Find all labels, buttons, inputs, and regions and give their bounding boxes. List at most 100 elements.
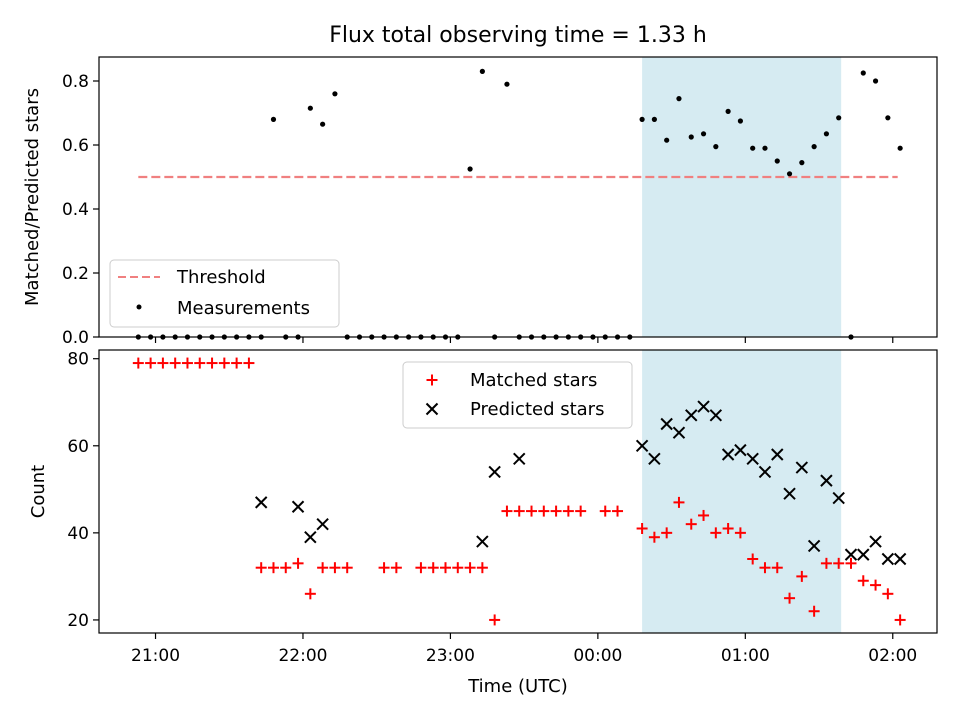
matched-point bbox=[747, 553, 759, 565]
top-y-axis-label: Matched/Predicted stars bbox=[22, 88, 43, 306]
matched-point bbox=[415, 562, 427, 574]
y-tick-label: 20 bbox=[67, 611, 89, 631]
matched-point bbox=[194, 357, 206, 369]
matched-point bbox=[255, 562, 267, 574]
measurement-point bbox=[725, 108, 731, 114]
predicted-point bbox=[660, 417, 673, 431]
matched-point bbox=[157, 357, 169, 369]
matched-point bbox=[526, 505, 538, 517]
matched-point bbox=[845, 557, 857, 569]
matched-point bbox=[476, 562, 488, 574]
predicted-point bbox=[746, 452, 759, 466]
predicted-point bbox=[857, 548, 870, 561]
predicted-point bbox=[807, 539, 821, 553]
predicted-point bbox=[721, 448, 735, 461]
measurement-point bbox=[823, 131, 830, 137]
predicted-point bbox=[844, 548, 858, 561]
predicted-point bbox=[881, 552, 895, 566]
measurement-point bbox=[750, 145, 756, 151]
legend-predicted-swatch bbox=[425, 402, 439, 416]
measurement-point bbox=[700, 131, 707, 137]
measurement-point bbox=[872, 78, 879, 84]
matched-point bbox=[894, 614, 906, 626]
y-tick-label: 80 bbox=[67, 350, 89, 370]
matched-point bbox=[317, 562, 329, 574]
predicted-point bbox=[771, 448, 784, 461]
x-tick-label: 22:00 bbox=[278, 646, 327, 666]
matched-point bbox=[808, 605, 820, 617]
predicted-point bbox=[685, 409, 698, 422]
predicted-point bbox=[254, 496, 268, 509]
measurement-point bbox=[897, 145, 903, 151]
matched-point bbox=[734, 527, 746, 539]
measurement-point bbox=[762, 145, 768, 151]
measurement-point bbox=[639, 116, 645, 122]
predicted-point bbox=[304, 531, 317, 544]
measurement-point bbox=[676, 96, 682, 102]
predicted-point bbox=[476, 535, 489, 548]
measurement-point bbox=[786, 171, 793, 177]
legend-measurements-swatch bbox=[136, 304, 142, 310]
matched-point bbox=[612, 505, 624, 517]
legend-threshold-label: Threshold bbox=[176, 267, 266, 288]
legend-cross-marker bbox=[425, 402, 439, 416]
y-tick-label: 0.6 bbox=[62, 136, 89, 156]
predicted-point bbox=[513, 452, 526, 466]
matched-point bbox=[538, 505, 550, 517]
predicted-point bbox=[316, 517, 329, 531]
matched-point bbox=[661, 527, 673, 539]
top-panel: 0.00.20.40.60.8 Matched/Predicted stars … bbox=[22, 56, 938, 348]
top-axes-frame bbox=[98, 56, 938, 338]
predicted-point bbox=[635, 439, 649, 452]
matched-point bbox=[145, 357, 157, 369]
measurement-point bbox=[713, 144, 719, 150]
predicted-point bbox=[488, 465, 501, 479]
predicted-point bbox=[795, 461, 809, 474]
matched-point bbox=[292, 557, 304, 569]
matched-point bbox=[378, 562, 390, 574]
bottom-panel: 21:00 22:00 23:00 00:00 01:00 02:00 20406080 … bbox=[28, 349, 938, 697]
matched-point bbox=[710, 527, 722, 539]
matched-point bbox=[599, 505, 611, 517]
bottom-axes-frame bbox=[98, 349, 938, 634]
measurement-point bbox=[270, 116, 277, 122]
y-tick-label: 40 bbox=[67, 524, 89, 544]
y-tick-label: 60 bbox=[67, 437, 89, 457]
matched-point bbox=[513, 505, 525, 517]
matched-point bbox=[857, 575, 869, 587]
matched-point bbox=[796, 570, 808, 582]
x-tick-label: 02:00 bbox=[868, 646, 917, 666]
matched-point bbox=[329, 562, 341, 574]
measurement-point bbox=[885, 115, 891, 121]
matched-point bbox=[501, 505, 513, 517]
measurement-point bbox=[504, 81, 510, 87]
bottom-y-axis-label: Count bbox=[28, 465, 49, 518]
matched-point bbox=[648, 531, 660, 543]
bottom-shaded-region bbox=[642, 350, 842, 633]
legend-measurements-label: Measurements bbox=[177, 298, 310, 319]
matched-point bbox=[390, 562, 402, 574]
matched-point bbox=[440, 562, 452, 574]
matched-point bbox=[722, 523, 734, 535]
top-legend: Threshold Measurements bbox=[109, 259, 340, 328]
x-tick-label: 23:00 bbox=[426, 646, 475, 666]
matched-point bbox=[169, 357, 181, 369]
y-tick-label: 0.0 bbox=[62, 328, 89, 348]
matched-point bbox=[243, 357, 255, 369]
predicted-point bbox=[893, 552, 907, 566]
bottom-legend: Matched stars Predicted stars bbox=[402, 361, 633, 429]
measurement-point bbox=[811, 144, 817, 150]
x-axis-label: Time (UTC) bbox=[467, 676, 568, 697]
x-tick-label: 01:00 bbox=[721, 646, 770, 666]
predicted-point bbox=[869, 535, 882, 548]
matched-point bbox=[550, 505, 562, 517]
matched-point bbox=[304, 588, 316, 600]
matched-point bbox=[833, 557, 845, 569]
predicted-point bbox=[648, 452, 661, 466]
matched-point bbox=[181, 357, 193, 369]
matched-point bbox=[464, 562, 476, 574]
measurement-point bbox=[774, 158, 780, 164]
matched-point bbox=[231, 357, 243, 369]
legend-matched-label: Matched stars bbox=[470, 370, 597, 391]
